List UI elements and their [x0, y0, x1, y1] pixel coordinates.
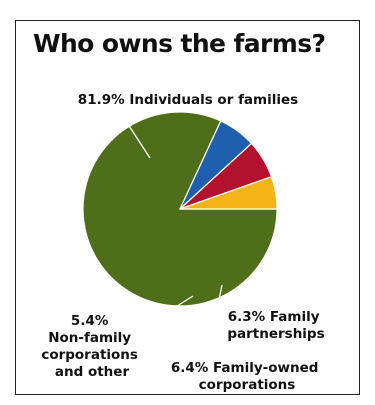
- leader-line-family-partnerships: [261, 259, 289, 307]
- slice-label-individuals: 81.9% Individuals or families: [78, 92, 298, 108]
- slice-label-family-owned-corporations: 6.4% Family-owned corporations: [171, 360, 323, 393]
- leader-line-non-family-corporations: [149, 295, 194, 324]
- chart-title: Who owns the farms?: [33, 29, 326, 58]
- pie-slices: [82, 111, 278, 307]
- pie-slice-individuals: [82, 111, 278, 307]
- pie-slice-non-family-corporations: [179, 176, 278, 210]
- leader-line-individuals: [119, 111, 151, 159]
- slice-label-non-family-corporations: 5.4% Non-family corporations and other: [41, 313, 142, 380]
- slice-label-family-partnerships: 6.3% Family partnerships: [227, 309, 324, 342]
- leader-lines: [119, 111, 289, 356]
- leader-line-family-owned-corporations: [207, 284, 223, 356]
